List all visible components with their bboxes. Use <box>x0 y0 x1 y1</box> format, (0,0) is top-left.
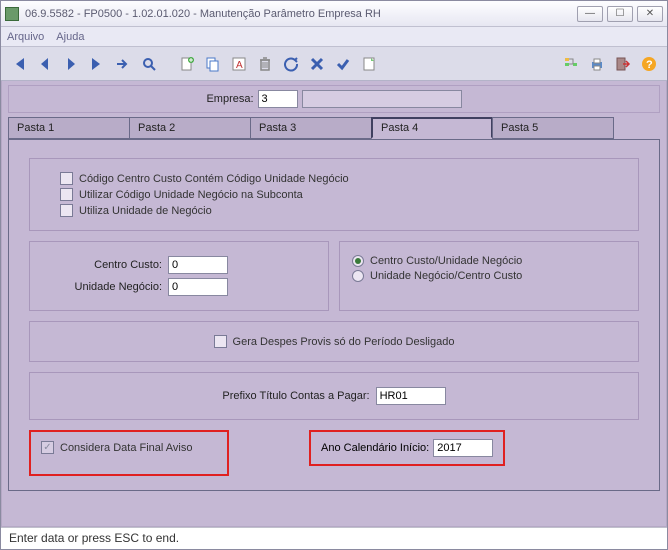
goto-icon[interactable] <box>111 52 135 76</box>
titlebar: 06.9.5582 - FP0500 - 1.02.01.020 - Manut… <box>1 1 667 27</box>
group-radio-order: Centro Custo/Unidade Negócio Unidade Neg… <box>339 241 639 311</box>
note-icon[interactable] <box>357 52 381 76</box>
last-icon[interactable] <box>85 52 109 76</box>
chk-codigo-centro[interactable] <box>60 172 73 185</box>
menubar: Arquivo Ajuda <box>1 27 667 47</box>
chk-utiliza-unidade-label: Utiliza Unidade de Negócio <box>79 205 212 217</box>
delete-icon[interactable] <box>253 52 277 76</box>
copy-icon[interactable] <box>201 52 225 76</box>
unidade-negocio-label: Unidade Negócio: <box>42 281 162 293</box>
centro-custo-field[interactable] <box>168 256 228 274</box>
chk-utilizar-subconta-label: Utilizar Código Unidade Negócio na Subco… <box>79 189 303 201</box>
next-icon[interactable] <box>59 52 83 76</box>
radio-un-cc[interactable] <box>352 270 364 282</box>
chk-codigo-centro-label: Código Centro Custo Contém Código Unidad… <box>79 173 349 185</box>
chk-considera-data-final[interactable]: ✓ <box>41 441 54 454</box>
chk-gera-despes-label: Gera Despes Provis só do Período Desliga… <box>233 336 455 348</box>
chk-utilizar-subconta[interactable] <box>60 188 73 201</box>
app-window: 06.9.5582 - FP0500 - 1.02.01.020 - Manut… <box>0 0 668 550</box>
status-text: Enter data or press ESC to end. <box>9 531 179 545</box>
tabs: Pasta 1 Pasta 2 Pasta 3 Pasta 4 Pasta 5 <box>8 117 660 139</box>
new-icon[interactable] <box>175 52 199 76</box>
tree-icon[interactable] <box>559 52 583 76</box>
toolbar: A ? <box>1 47 667 81</box>
font-icon[interactable]: A <box>227 52 251 76</box>
unidade-negocio-field[interactable] <box>168 278 228 296</box>
radio-un-cc-label: Unidade Negócio/Centro Custo <box>370 270 522 282</box>
menu-arquivo[interactable]: Arquivo <box>7 31 44 43</box>
help-icon[interactable]: ? <box>637 52 661 76</box>
ano-field[interactable] <box>433 439 493 457</box>
prefixo-field[interactable] <box>376 387 446 405</box>
confirm-icon[interactable] <box>331 52 355 76</box>
first-icon[interactable] <box>7 52 31 76</box>
content-area: Empresa: Pasta 1 Pasta 2 Pasta 3 Pasta 4… <box>1 81 667 527</box>
ano-label: Ano Calendário Início: <box>321 442 429 454</box>
prefixo-label: Prefixo Título Contas a Pagar: <box>222 390 369 402</box>
radio-cc-un[interactable] <box>352 255 364 267</box>
minimize-button[interactable]: — <box>577 6 603 22</box>
exit-icon[interactable] <box>611 52 635 76</box>
chk-considera-label: Considera Data Final Aviso <box>60 442 192 454</box>
empresa-desc <box>302 90 462 108</box>
tab-pasta3[interactable]: Pasta 3 <box>250 117 372 139</box>
empresa-label: Empresa: <box>206 93 253 105</box>
chk-utiliza-unidade[interactable] <box>60 204 73 217</box>
chk-gera-despes[interactable] <box>214 335 227 348</box>
svg-text:A: A <box>236 60 243 71</box>
tab-pasta5[interactable]: Pasta 5 <box>492 117 614 139</box>
empresa-field[interactable] <box>258 90 298 108</box>
menu-ajuda[interactable]: Ajuda <box>56 31 84 43</box>
highlight-considera: ✓ Considera Data Final Aviso <box>29 430 229 476</box>
maximize-button[interactable]: ☐ <box>607 6 633 22</box>
highlight-ano: Ano Calendário Início: <box>309 430 505 466</box>
close-button[interactable]: ✕ <box>637 6 663 22</box>
group-prefixo: Prefixo Título Contas a Pagar: <box>29 372 639 420</box>
empresa-row: Empresa: <box>8 85 660 113</box>
group-despesas: Gera Despes Provis só do Período Desliga… <box>29 321 639 362</box>
group-checks: Código Centro Custo Contém Código Unidad… <box>29 158 639 231</box>
centro-custo-label: Centro Custo: <box>42 259 162 271</box>
undo-icon[interactable] <box>279 52 303 76</box>
tab-pasta1[interactable]: Pasta 1 <box>8 117 130 139</box>
cancel-icon[interactable] <box>305 52 329 76</box>
group-centro-custo: Centro Custo: Unidade Negócio: <box>29 241 329 311</box>
statusbar: Enter data or press ESC to end. <box>1 527 667 549</box>
radio-cc-un-label: Centro Custo/Unidade Negócio <box>370 255 522 267</box>
search-icon[interactable] <box>137 52 161 76</box>
tab-body: Código Centro Custo Contém Código Unidad… <box>8 139 660 491</box>
print-icon[interactable] <box>585 52 609 76</box>
window-title: 06.9.5582 - FP0500 - 1.02.01.020 - Manut… <box>25 8 573 20</box>
tab-pasta2[interactable]: Pasta 2 <box>129 117 251 139</box>
app-icon <box>5 7 19 21</box>
tab-pasta4[interactable]: Pasta 4 <box>371 117 493 139</box>
prev-icon[interactable] <box>33 52 57 76</box>
svg-text:?: ? <box>646 59 653 71</box>
